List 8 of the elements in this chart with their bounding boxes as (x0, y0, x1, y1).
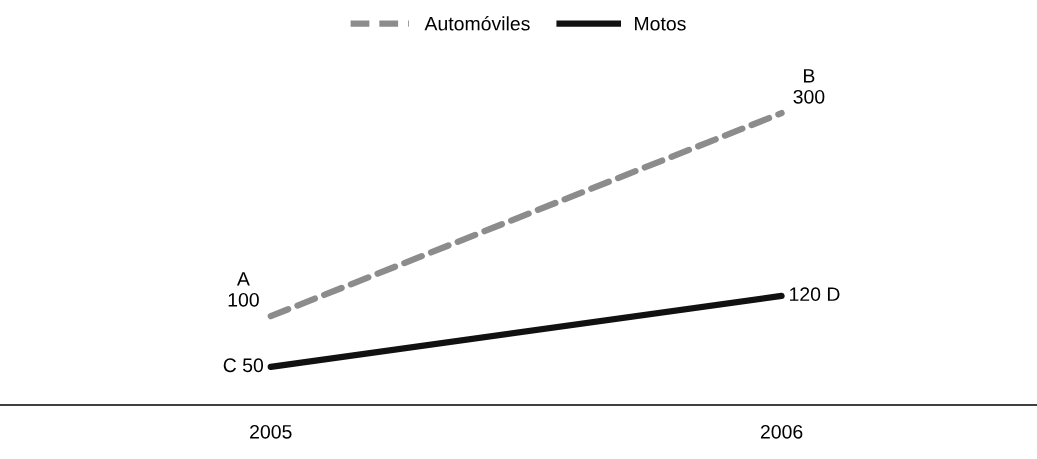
x-tick-label: 2005 (250, 424, 292, 439)
legend-label: Automóviles (424, 16, 530, 31)
data-label: A 100 (228, 272, 259, 307)
data-label: 120 D (790, 287, 840, 302)
data-label: B 300 (793, 69, 825, 104)
x-tick-label: 2006 (760, 424, 803, 439)
legend-label: Motos (635, 16, 686, 31)
data-label: C 50 (223, 358, 264, 373)
